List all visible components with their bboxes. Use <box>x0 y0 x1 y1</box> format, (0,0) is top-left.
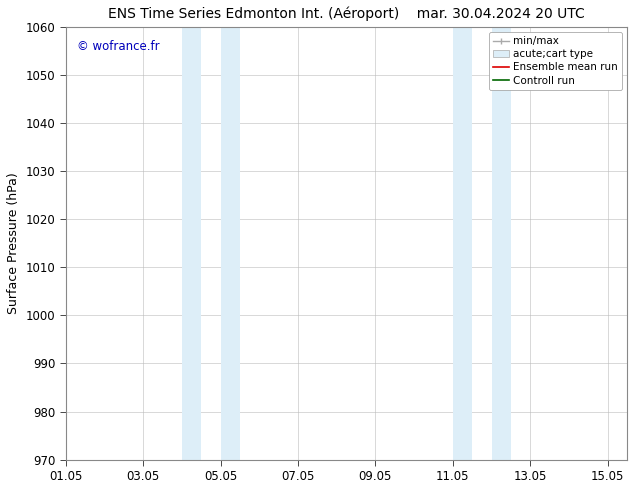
Legend: min/max, acute;cart type, Ensemble mean run, Controll run: min/max, acute;cart type, Ensemble mean … <box>489 32 622 90</box>
Bar <box>491 27 511 460</box>
Y-axis label: Surface Pressure (hPa): Surface Pressure (hPa) <box>7 172 20 314</box>
Bar <box>221 27 240 460</box>
Bar <box>453 27 472 460</box>
Text: © wofrance.fr: © wofrance.fr <box>77 40 160 53</box>
Bar <box>182 27 201 460</box>
Title: ENS Time Series Edmonton Int. (Aéroport)    mar. 30.04.2024 20 UTC: ENS Time Series Edmonton Int. (Aéroport)… <box>108 7 585 22</box>
